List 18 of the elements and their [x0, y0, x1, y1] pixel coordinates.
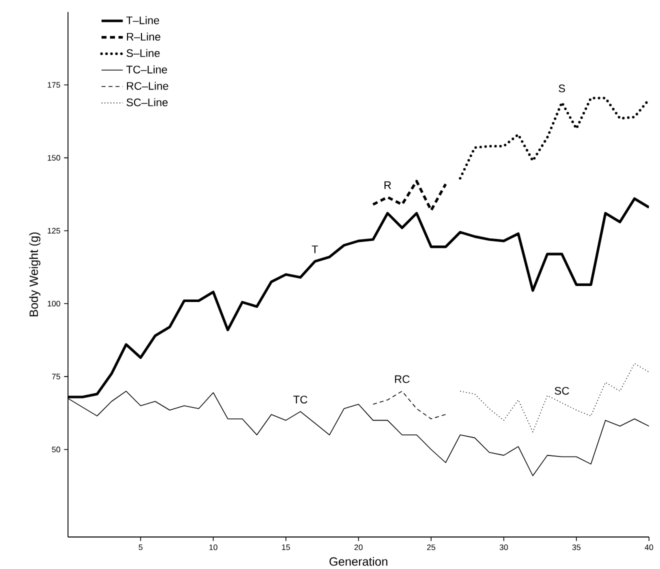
- legend-label: SC–Line: [126, 98, 168, 106]
- annotation: S: [558, 84, 566, 92]
- annotation: R: [384, 181, 392, 189]
- line-series: [372, 180, 447, 212]
- legend-label: R–Line: [126, 32, 160, 41]
- legend-label: S–Line: [126, 48, 160, 58]
- line-series: [372, 390, 446, 420]
- legend-label: T–Line: [126, 16, 160, 24]
- legend-label: RC–Line: [126, 82, 168, 90]
- legend-label: TC–Line: [126, 65, 168, 74]
- annotation: TC: [293, 396, 308, 404]
- annotation: T: [312, 246, 318, 254]
- annotation: RC: [395, 375, 410, 384]
- y-axis-title: Body Weight (g): [29, 232, 40, 316]
- x-axis-title: Generation: [330, 556, 388, 566]
- line-series: [458, 96, 650, 180]
- annotation: SC: [554, 386, 570, 395]
- line-series: [460, 363, 650, 432]
